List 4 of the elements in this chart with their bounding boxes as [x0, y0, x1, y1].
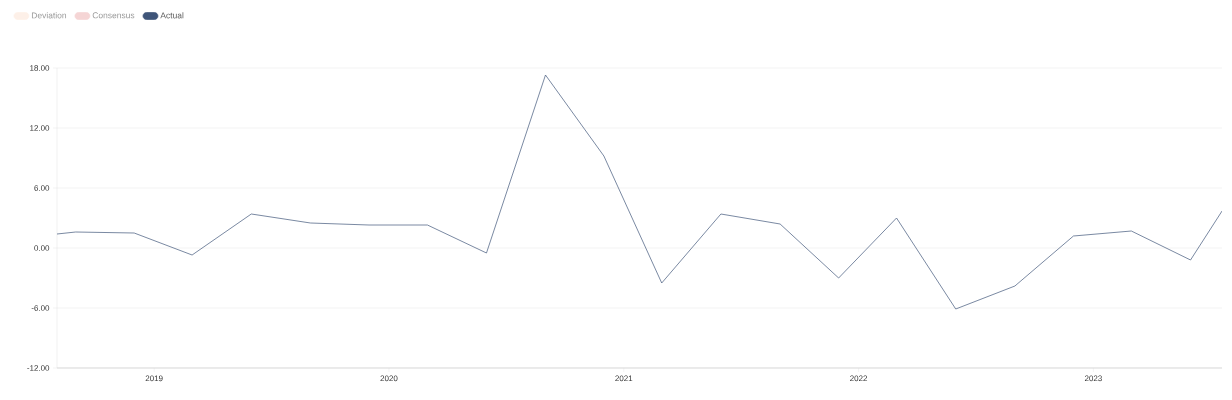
legend-label: Deviation [31, 12, 67, 19]
legend-label: Consensus [92, 12, 135, 19]
line-series [57, 74, 1223, 310]
legend-label: Actual [160, 12, 184, 19]
